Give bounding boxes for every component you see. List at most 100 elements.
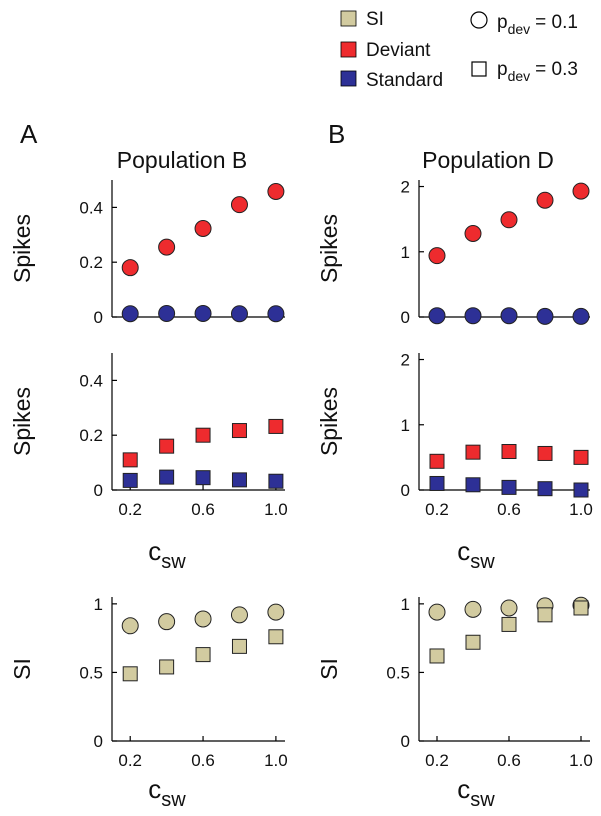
data-point xyxy=(158,238,176,256)
data-point xyxy=(501,444,517,460)
y-tick-label: 0.2 xyxy=(79,426,103,445)
legend-marker-circle-label: pdev = 0.1 xyxy=(497,12,578,37)
y-tick-label: 0 xyxy=(401,732,410,751)
legend-marker-square-label: pdev = 0.3 xyxy=(497,59,578,84)
panel-letter-b: B xyxy=(328,119,345,149)
legend-swatch-standard xyxy=(340,70,357,87)
data-point xyxy=(122,452,138,468)
data-point xyxy=(230,606,248,624)
y-tick-label: 0.2 xyxy=(79,253,103,272)
data-point xyxy=(572,307,590,325)
x-tick-label: 0.6 xyxy=(191,500,215,519)
y-tick-label: 1 xyxy=(401,416,410,435)
y-tick-label: 1 xyxy=(401,595,410,614)
x-tick-label: 1.0 xyxy=(264,500,288,519)
panel-D-si: 0 0.5 1 0.2 0.6 1.0 SI xyxy=(316,595,593,770)
data-point xyxy=(428,247,446,265)
y-tick-label: 0.4 xyxy=(79,371,103,390)
x-tick-label: 1.0 xyxy=(264,751,288,770)
y-axis-label: SI xyxy=(316,658,342,680)
x-tick-label: 1.0 xyxy=(569,751,593,770)
data-point xyxy=(464,224,482,242)
data-point xyxy=(429,475,445,491)
y-tick-label: 1 xyxy=(94,595,103,614)
x-tick-label: 0.6 xyxy=(497,500,521,519)
panel-B-spikes-circle: 0 0.2 0.4 Spikes xyxy=(9,180,285,327)
y-axis-label: SI xyxy=(9,658,35,680)
data-point xyxy=(428,307,446,325)
data-point xyxy=(573,449,589,465)
y-tick-label: 0 xyxy=(94,481,103,500)
panel-letter-a: A xyxy=(20,119,38,149)
data-point xyxy=(429,453,445,469)
panel-B-si: 0 0.5 1 0.2 0.6 1.0 SI xyxy=(9,595,288,770)
y-tick-label: 2 xyxy=(401,178,410,197)
y-tick-label: 0 xyxy=(94,308,103,327)
x-tick-label: 0.2 xyxy=(425,751,449,770)
data-point xyxy=(267,305,285,323)
data-point xyxy=(268,473,284,489)
data-point xyxy=(536,307,554,325)
data-point xyxy=(464,600,482,618)
x-tick-label: 0.6 xyxy=(497,751,521,770)
data-point xyxy=(158,304,176,322)
data-point xyxy=(231,423,247,439)
y-tick-label: 2 xyxy=(401,351,410,370)
legend-label-si: SI xyxy=(366,9,384,30)
legend-marker-square-icon xyxy=(471,61,487,77)
data-point xyxy=(121,305,139,323)
data-point xyxy=(159,469,175,485)
data-point xyxy=(465,444,481,460)
data-point xyxy=(537,445,553,461)
y-tick-label: 1 xyxy=(401,243,410,262)
data-point xyxy=(231,472,247,488)
x-tick-label: 0.2 xyxy=(118,500,142,519)
data-point xyxy=(537,607,553,623)
legend-swatch-deviant xyxy=(340,41,357,58)
y-tick-label: 0.5 xyxy=(79,663,103,682)
data-point xyxy=(194,610,212,628)
x-tick-label: 1.0 xyxy=(569,500,593,519)
data-point xyxy=(573,482,589,498)
data-point xyxy=(428,603,446,621)
y-axis-label: Spikes xyxy=(316,214,342,283)
data-point xyxy=(268,418,284,434)
data-point xyxy=(121,617,139,635)
panel-D-spikes-circle: 0 1 2 Spikes xyxy=(316,178,590,327)
x-tick-label: 0.6 xyxy=(191,751,215,770)
data-point xyxy=(159,438,175,454)
x-tick-label: 0.2 xyxy=(118,751,142,770)
xlabel-b-si: csw xyxy=(148,774,186,811)
data-point xyxy=(537,481,553,497)
y-axis-label: Spikes xyxy=(9,387,35,456)
data-point xyxy=(121,259,139,277)
y-tick-label: 0.5 xyxy=(386,663,410,682)
data-point xyxy=(195,427,211,443)
column-title-d: Population D xyxy=(422,147,554,173)
y-tick-label: 0 xyxy=(401,481,410,500)
data-point xyxy=(267,183,285,201)
y-axis-label: Spikes xyxy=(316,387,342,456)
y-axis-label: Spikes xyxy=(9,214,35,283)
data-point xyxy=(500,307,518,325)
data-point xyxy=(231,638,247,654)
data-point xyxy=(122,472,138,488)
legend-label-deviant: Deviant xyxy=(366,40,431,61)
panel-D-spikes-square: 0 1 2 0.2 0.6 1.0 Spikes xyxy=(316,351,593,519)
legend-swatch-si xyxy=(340,10,357,27)
data-point xyxy=(195,470,211,486)
y-tick-label: 0 xyxy=(94,732,103,751)
data-point xyxy=(194,304,212,322)
y-tick-label: 0.4 xyxy=(79,198,103,217)
data-point xyxy=(268,629,284,645)
data-point xyxy=(464,307,482,325)
data-point xyxy=(230,305,248,323)
data-point xyxy=(501,616,517,632)
chart-panels: 0 0.2 0.4 Spikes 0 1 2 Spikes 0 0.2 0.4 0.2 0.6 1.0 Sp… xyxy=(9,178,593,770)
data-point xyxy=(500,211,518,229)
legend: SI Deviant Standard pdev = 0.1 pdev = 0.3 xyxy=(340,9,578,91)
xlabel-d-spikes: csw xyxy=(457,536,495,573)
data-point xyxy=(159,659,175,675)
data-point xyxy=(465,634,481,650)
